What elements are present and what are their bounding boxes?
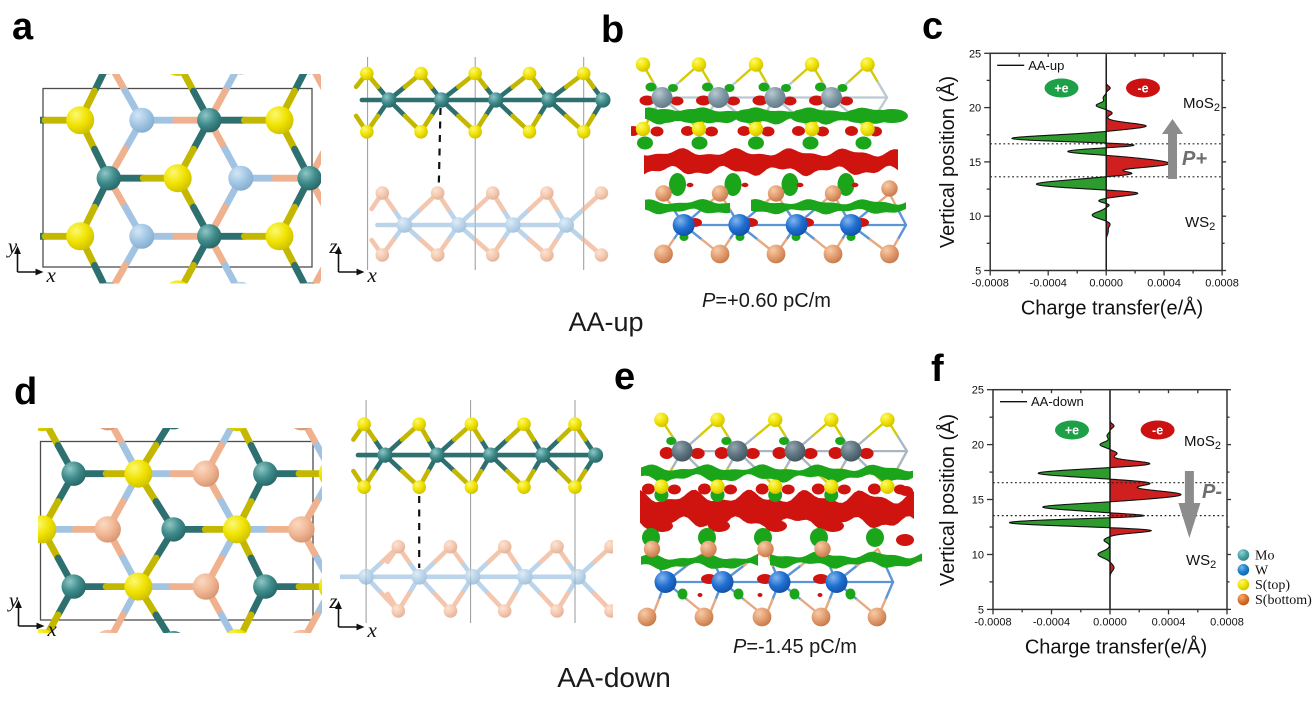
svg-text:Vertical position (Å): Vertical position (Å) (936, 76, 959, 248)
svg-text:0.0004: 0.0004 (1147, 278, 1181, 290)
svg-text:25: 25 (972, 385, 984, 397)
svg-text:-0.0004: -0.0004 (1033, 616, 1070, 628)
svg-text:b: b (601, 9, 624, 51)
svg-text:MoS2: MoS2 (1183, 95, 1220, 114)
svg-text:15: 15 (972, 495, 984, 507)
svg-text:P-: P- (1202, 481, 1222, 503)
svg-text:0.0000: 0.0000 (1093, 616, 1127, 628)
svg-text:z: z (328, 234, 337, 258)
svg-text:-0.0008: -0.0008 (972, 278, 1009, 290)
svg-text:W: W (1255, 563, 1269, 578)
svg-text:S(top): S(top) (1255, 578, 1290, 593)
svg-text:AA-up: AA-up (1028, 58, 1064, 73)
svg-text:x: x (367, 263, 378, 287)
svg-text:MoS2: MoS2 (1184, 433, 1221, 452)
svg-text:-e: -e (1137, 82, 1148, 96)
svg-text:d: d (14, 371, 37, 413)
svg-text:y: y (6, 234, 18, 258)
svg-text:0.0000: 0.0000 (1089, 278, 1123, 290)
svg-text:+e: +e (1054, 82, 1068, 96)
svg-text:-0.0004: -0.0004 (1030, 278, 1067, 290)
svg-text:Charge transfer(e/Å): Charge transfer(e/Å) (1021, 297, 1203, 320)
svg-text:x: x (47, 617, 58, 641)
svg-text:AA-down: AA-down (557, 662, 671, 693)
svg-text:+e: +e (1065, 424, 1079, 438)
svg-text:x: x (367, 618, 378, 642)
svg-text:0.0008: 0.0008 (1205, 278, 1239, 290)
svg-text:f: f (931, 348, 944, 390)
svg-text:x: x (46, 263, 57, 287)
svg-text:Charge transfer(e/Å): Charge transfer(e/Å) (1025, 635, 1207, 658)
svg-text:10: 10 (972, 550, 984, 562)
svg-text:5: 5 (978, 604, 984, 616)
svg-text:e: e (614, 356, 635, 398)
svg-text:Vertical position (Å): Vertical position (Å) (936, 414, 959, 586)
svg-text:0.0008: 0.0008 (1210, 616, 1244, 628)
svg-text:10: 10 (969, 211, 981, 223)
svg-text:WS2: WS2 (1186, 552, 1216, 571)
svg-text:-0.0008: -0.0008 (974, 616, 1011, 628)
svg-text:a: a (12, 6, 34, 48)
svg-text:5: 5 (975, 266, 981, 278)
svg-text:15: 15 (969, 157, 981, 169)
svg-text:0.0004: 0.0004 (1152, 616, 1186, 628)
svg-text:P=+0.60 pC/m: P=+0.60 pC/m (702, 290, 831, 312)
svg-text:WS2: WS2 (1185, 214, 1215, 233)
svg-text:25: 25 (969, 48, 981, 60)
svg-text:P+: P+ (1182, 148, 1207, 170)
svg-text:S(bottom): S(bottom) (1255, 593, 1312, 608)
svg-text:AA-up: AA-up (568, 307, 643, 337)
svg-text:-e: -e (1152, 424, 1163, 438)
svg-text:z: z (328, 589, 337, 613)
svg-text:c: c (922, 6, 943, 48)
svg-text:Mo: Mo (1255, 549, 1274, 564)
svg-text:20: 20 (969, 103, 981, 115)
svg-text:20: 20 (972, 440, 984, 452)
svg-text:AA-down: AA-down (1031, 394, 1084, 409)
svg-text:y: y (7, 588, 19, 612)
svg-text:P=-1.45 pC/m: P=-1.45 pC/m (733, 636, 857, 658)
